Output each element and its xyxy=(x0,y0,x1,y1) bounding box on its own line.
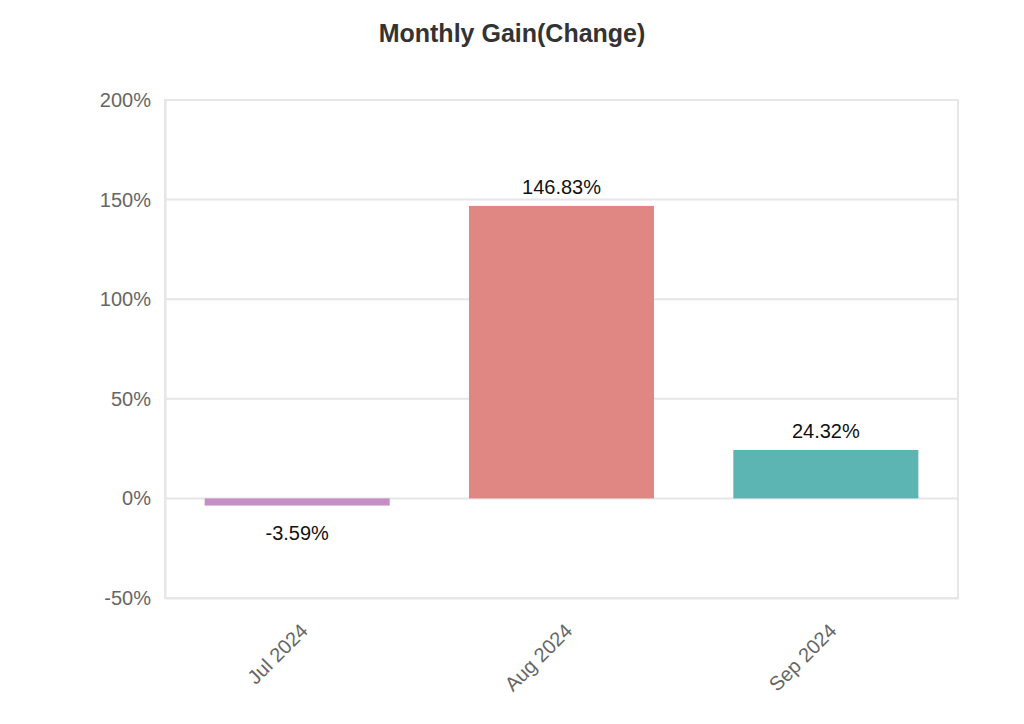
tick-label: 150% xyxy=(100,189,151,211)
tick-label: Aug 2024 xyxy=(500,619,576,695)
title: Monthly Gain(Change) xyxy=(379,19,646,47)
tick: Sep 2024 xyxy=(765,598,841,695)
tick-label: 0% xyxy=(122,487,151,509)
axis-line xyxy=(165,101,167,599)
tick: Jul 2024 xyxy=(243,598,312,688)
tick: 100% xyxy=(100,288,165,310)
data-labels: -3.59% 146.83% 24.32% xyxy=(265,176,859,544)
bar xyxy=(205,498,390,505)
grid xyxy=(165,100,958,598)
bar xyxy=(469,206,654,498)
bar xyxy=(733,450,918,498)
plot-frame xyxy=(165,100,958,598)
y-axis: -50% 0% 50% 100% 150% 200% xyxy=(100,89,166,609)
tick: Aug 2024 xyxy=(500,598,576,695)
data-label: -3.59% xyxy=(265,522,329,544)
tick-label: Sep 2024 xyxy=(765,619,841,695)
tick: 150% xyxy=(100,189,165,211)
plot: -50% 0% 50% 100% 150% 200% Jul 2024 Aug 2024 Sep… xyxy=(100,89,959,696)
tick: -50% xyxy=(104,587,165,609)
x-axis: Jul 2024 Aug 2024 Sep 2024 xyxy=(166,598,959,695)
data-label: 146.83% xyxy=(522,176,601,198)
tick-label: 200% xyxy=(100,89,151,111)
chart: Monthly Gain(Change) -50% 0% 50% 100% 150% 200… xyxy=(0,0,1024,724)
data-label: 24.32% xyxy=(792,420,860,442)
tick-label: Jul 2024 xyxy=(243,619,312,688)
tick-label: -50% xyxy=(104,587,151,609)
grid-line xyxy=(165,199,958,201)
axis-line xyxy=(166,598,959,600)
tick-label: 100% xyxy=(100,288,151,310)
tick: 50% xyxy=(111,388,165,410)
tick-label: 50% xyxy=(111,388,151,410)
bars xyxy=(205,206,919,506)
tick: 200% xyxy=(100,89,165,111)
tick: 0% xyxy=(122,487,165,509)
